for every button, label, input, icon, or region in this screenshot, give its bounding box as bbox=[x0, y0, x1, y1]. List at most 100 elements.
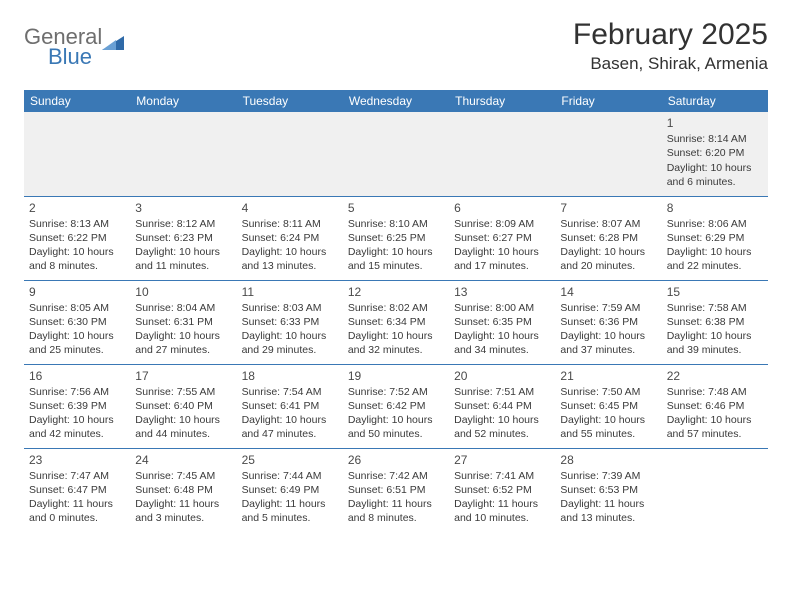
day-number: 16 bbox=[29, 368, 125, 384]
daylight-text: and 44 minutes. bbox=[135, 427, 231, 441]
daylight-text: Daylight: 10 hours bbox=[667, 245, 763, 259]
sunrise-text: Sunrise: 7:44 AM bbox=[242, 469, 338, 483]
sunset-text: Sunset: 6:46 PM bbox=[667, 399, 763, 413]
sunset-text: Sunset: 6:23 PM bbox=[135, 231, 231, 245]
calendar-cell bbox=[130, 112, 236, 196]
calendar-cell: 28Sunrise: 7:39 AMSunset: 6:53 PMDayligh… bbox=[555, 448, 661, 532]
sunrise-text: Sunrise: 7:59 AM bbox=[560, 301, 656, 315]
sunrise-text: Sunrise: 7:54 AM bbox=[242, 385, 338, 399]
calendar-cell: 27Sunrise: 7:41 AMSunset: 6:52 PMDayligh… bbox=[449, 448, 555, 532]
day-number: 5 bbox=[348, 200, 444, 216]
day-number: 14 bbox=[560, 284, 656, 300]
daylight-text: Daylight: 10 hours bbox=[454, 413, 550, 427]
day-number: 27 bbox=[454, 452, 550, 468]
daylight-text: and 50 minutes. bbox=[348, 427, 444, 441]
day-number: 12 bbox=[348, 284, 444, 300]
daylight-text: and 6 minutes. bbox=[667, 175, 763, 189]
daylight-text: and 42 minutes. bbox=[29, 427, 125, 441]
daylight-text: Daylight: 10 hours bbox=[135, 245, 231, 259]
sunset-text: Sunset: 6:41 PM bbox=[242, 399, 338, 413]
daylight-text: and 29 minutes. bbox=[242, 343, 338, 357]
day-number: 26 bbox=[348, 452, 444, 468]
calendar-cell: 3Sunrise: 8:12 AMSunset: 6:23 PMDaylight… bbox=[130, 196, 236, 280]
day-number: 13 bbox=[454, 284, 550, 300]
sunrise-text: Sunrise: 8:07 AM bbox=[560, 217, 656, 231]
calendar-cell bbox=[24, 112, 130, 196]
day-number: 28 bbox=[560, 452, 656, 468]
daylight-text: and 47 minutes. bbox=[242, 427, 338, 441]
calendar-cell bbox=[555, 112, 661, 196]
sunrise-text: Sunrise: 7:39 AM bbox=[560, 469, 656, 483]
calendar-cell: 6Sunrise: 8:09 AMSunset: 6:27 PMDaylight… bbox=[449, 196, 555, 280]
calendar-row: 23Sunrise: 7:47 AMSunset: 6:47 PM Dayligh… bbox=[24, 448, 768, 532]
calendar-row: 9Sunrise: 8:05 AMSunset: 6:30 PMDaylight… bbox=[24, 280, 768, 364]
daylight-text: and 8 minutes. bbox=[348, 511, 444, 525]
calendar-cell bbox=[237, 112, 343, 196]
day-number: 23 bbox=[29, 452, 125, 468]
daylight-text: Daylight: 10 hours bbox=[242, 413, 338, 427]
sunrise-text: Sunrise: 8:05 AM bbox=[29, 301, 125, 315]
day-number: 25 bbox=[242, 452, 338, 468]
day-number: 11 bbox=[242, 284, 338, 300]
daylight-text: Daylight: 10 hours bbox=[454, 245, 550, 259]
calendar-cell: 23Sunrise: 7:47 AMSunset: 6:47 PMDayligh… bbox=[24, 448, 130, 532]
day-number: 19 bbox=[348, 368, 444, 384]
calendar-cell bbox=[343, 112, 449, 196]
day-number: 17 bbox=[135, 368, 231, 384]
daylight-text: Daylight: 11 hours bbox=[560, 497, 656, 511]
logo: General Blue bbox=[24, 18, 124, 76]
sunset-text: Sunset: 6:33 PM bbox=[242, 315, 338, 329]
calendar-cell: 16Sunrise: 7:56 AMSunset: 6:39 PMDayligh… bbox=[24, 364, 130, 448]
calendar-cell: 25Sunrise: 7:44 AMSunset: 6:49 PMDayligh… bbox=[237, 448, 343, 532]
day-number: 3 bbox=[135, 200, 231, 216]
sunset-text: Sunset: 6:49 PM bbox=[242, 483, 338, 497]
sunrise-text: Sunrise: 8:03 AM bbox=[242, 301, 338, 315]
daylight-text: and 32 minutes. bbox=[348, 343, 444, 357]
sunrise-text: Sunrise: 7:50 AM bbox=[560, 385, 656, 399]
day-header: Monday bbox=[130, 90, 236, 112]
daylight-text: and 17 minutes. bbox=[454, 259, 550, 273]
sunrise-text: Sunrise: 7:42 AM bbox=[348, 469, 444, 483]
calendar-body: 1Sunrise: 8:14 AMSunset: 6:20 PMDaylight… bbox=[24, 112, 768, 532]
daylight-text: and 11 minutes. bbox=[135, 259, 231, 273]
sunrise-text: Sunrise: 7:55 AM bbox=[135, 385, 231, 399]
calendar-cell: 20Sunrise: 7:51 AMSunset: 6:44 PMDayligh… bbox=[449, 364, 555, 448]
sunrise-text: Sunrise: 8:14 AM bbox=[667, 132, 763, 146]
calendar-cell: 17Sunrise: 7:55 AMSunset: 6:40 PMDayligh… bbox=[130, 364, 236, 448]
sunset-text: Sunset: 6:53 PM bbox=[560, 483, 656, 497]
daylight-text: and 39 minutes. bbox=[667, 343, 763, 357]
sunrise-text: Sunrise: 8:13 AM bbox=[29, 217, 125, 231]
sunrise-text: Sunrise: 7:58 AM bbox=[667, 301, 763, 315]
sunset-text: Sunset: 6:24 PM bbox=[242, 231, 338, 245]
day-header: Sunday bbox=[24, 90, 130, 112]
sunrise-text: Sunrise: 7:52 AM bbox=[348, 385, 444, 399]
daylight-text: Daylight: 10 hours bbox=[560, 329, 656, 343]
sunset-text: Sunset: 6:39 PM bbox=[29, 399, 125, 413]
day-number: 6 bbox=[454, 200, 550, 216]
daylight-text: Daylight: 10 hours bbox=[667, 161, 763, 175]
sunrise-text: Sunrise: 7:41 AM bbox=[454, 469, 550, 483]
sunrise-text: Sunrise: 8:10 AM bbox=[348, 217, 444, 231]
day-number: 1 bbox=[667, 115, 763, 131]
sunrise-text: Sunrise: 7:47 AM bbox=[29, 469, 125, 483]
day-header: Saturday bbox=[662, 90, 768, 112]
sunset-text: Sunset: 6:22 PM bbox=[29, 231, 125, 245]
header: General Blue February 2025 Basen, Shirak… bbox=[24, 18, 768, 76]
day-header: Thursday bbox=[449, 90, 555, 112]
page-title: February 2025 bbox=[573, 18, 768, 52]
calendar-cell: 14Sunrise: 7:59 AMSunset: 6:36 PMDayligh… bbox=[555, 280, 661, 364]
calendar-cell: 8Sunrise: 8:06 AMSunset: 6:29 PMDaylight… bbox=[662, 196, 768, 280]
day-header: Tuesday bbox=[237, 90, 343, 112]
daylight-text: Daylight: 11 hours bbox=[242, 497, 338, 511]
daylight-text: Daylight: 11 hours bbox=[454, 497, 550, 511]
sunset-text: Sunset: 6:28 PM bbox=[560, 231, 656, 245]
day-number: 15 bbox=[667, 284, 763, 300]
calendar-cell: 12Sunrise: 8:02 AMSunset: 6:34 PMDayligh… bbox=[343, 280, 449, 364]
sunset-text: Sunset: 6:47 PM bbox=[29, 483, 125, 497]
sunset-text: Sunset: 6:40 PM bbox=[135, 399, 231, 413]
day-header: Friday bbox=[555, 90, 661, 112]
day-number: 7 bbox=[560, 200, 656, 216]
calendar-cell: 1Sunrise: 8:14 AMSunset: 6:20 PMDaylight… bbox=[662, 112, 768, 196]
sunset-text: Sunset: 6:35 PM bbox=[454, 315, 550, 329]
calendar-cell: 2Sunrise: 8:13 AMSunset: 6:22 PMDaylight… bbox=[24, 196, 130, 280]
